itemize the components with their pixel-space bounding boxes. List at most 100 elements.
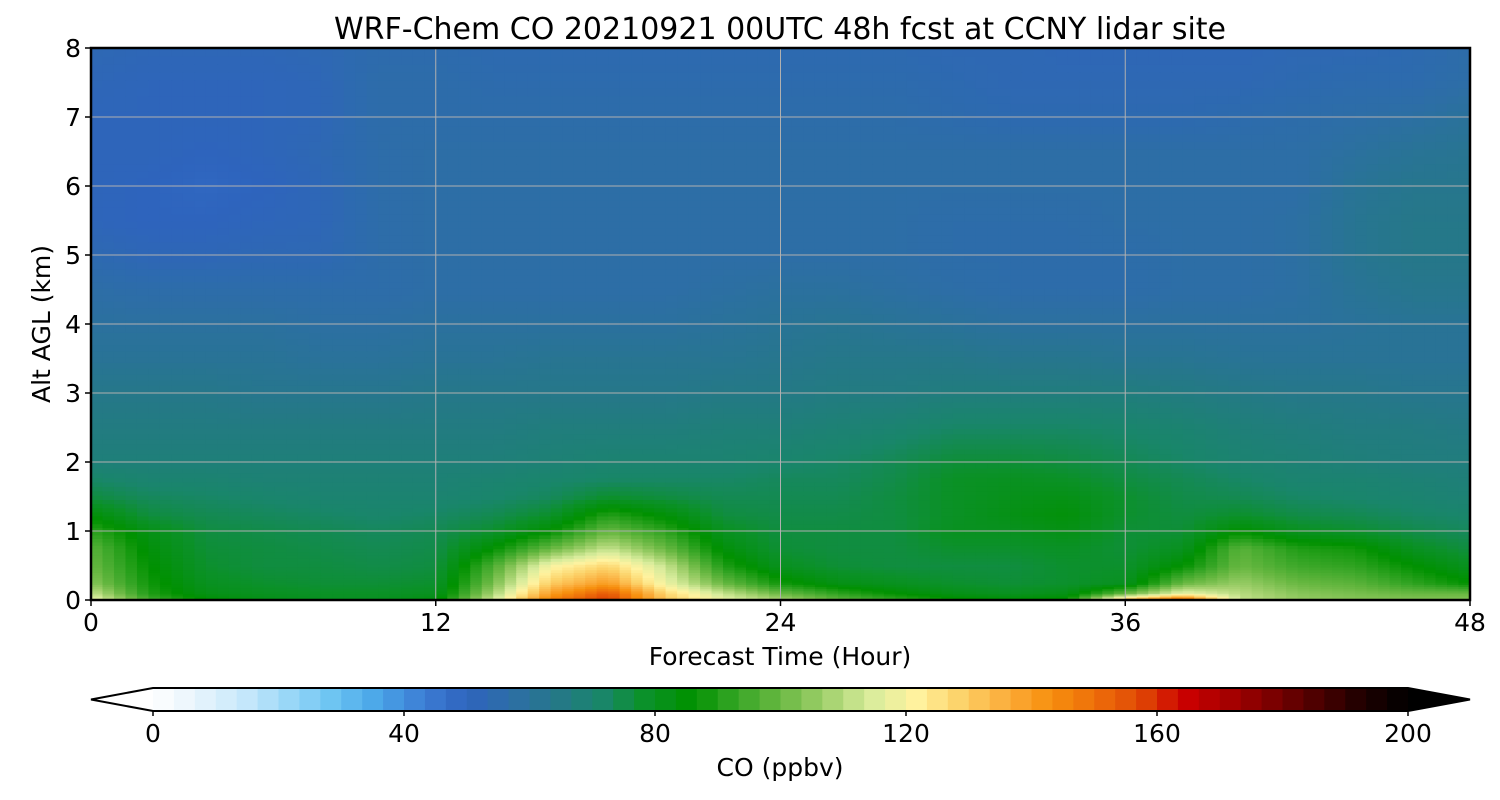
heatmap-cell	[1159, 538, 1173, 543]
heatmap-cell	[1171, 541, 1184, 546]
heatmap-cell	[688, 597, 701, 600]
heatmap-cell	[1320, 557, 1333, 562]
heatmap-cell	[1274, 557, 1287, 562]
heatmap-cell	[366, 545, 380, 550]
plot-area	[91, 48, 1470, 600]
heatmap-cell	[91, 588, 104, 591]
heatmap-cell	[1090, 594, 1104, 597]
heatmap-cell	[780, 538, 793, 543]
heatmap-cell	[1010, 557, 1023, 562]
heatmap-cell	[1435, 545, 1448, 550]
heatmap-cell	[1021, 534, 1035, 539]
heatmap-cell	[539, 548, 552, 553]
heatmap-cell	[849, 534, 862, 539]
heatmap-cell	[941, 574, 954, 579]
heatmap-cell	[527, 566, 540, 571]
heatmap-cell	[1067, 594, 1081, 597]
heatmap-cell	[412, 566, 426, 571]
heatmap-cell	[814, 586, 828, 589]
heatmap-cell	[677, 523, 690, 529]
heatmap-cell	[412, 588, 426, 591]
heatmap-cell	[803, 591, 816, 595]
heatmap-cell	[1378, 557, 1391, 562]
heatmap-cell	[389, 574, 403, 579]
heatmap-cell	[182, 551, 196, 556]
heatmap-cell	[1366, 566, 1379, 571]
heatmap-cell	[562, 527, 575, 532]
heatmap-cell	[251, 577, 265, 581]
heatmap-cell	[952, 530, 966, 536]
heatmap-cell	[677, 586, 690, 589]
heatmap-cell	[91, 574, 104, 579]
heatmap-cell	[837, 588, 851, 591]
heatmap-cell	[205, 588, 219, 591]
heatmap-cell	[1389, 527, 1402, 532]
heatmap-cell	[504, 557, 517, 562]
heatmap-cell	[424, 519, 437, 525]
heatmap-cell	[1090, 589, 1104, 593]
heatmap-cell	[1343, 548, 1356, 553]
heatmap-cell	[550, 534, 563, 539]
heatmap-cell	[550, 548, 563, 553]
heatmap-cell	[240, 563, 253, 568]
heatmap-cell	[504, 523, 517, 529]
heatmap-cell	[297, 593, 311, 596]
heatmap-cell	[619, 551, 632, 556]
heatmap-cell	[941, 566, 954, 571]
heatmap-cell	[1435, 551, 1448, 556]
heatmap-cell	[1274, 593, 1287, 596]
heatmap-cell	[711, 577, 724, 581]
heatmap-cell	[1366, 581, 1379, 585]
heatmap-cell	[895, 591, 908, 595]
heatmap-cell	[929, 545, 943, 550]
heatmap-cell	[435, 515, 449, 521]
heatmap-cell	[527, 597, 540, 600]
heatmap-cell	[631, 577, 644, 581]
heatmap-cell	[435, 577, 449, 581]
heatmap-cell	[929, 569, 943, 573]
heatmap-cell	[1355, 534, 1368, 539]
heatmap-cell	[401, 548, 414, 553]
heatmap-cell	[102, 594, 115, 597]
heatmap-cell	[665, 572, 678, 576]
heatmap-cell	[975, 519, 989, 525]
heatmap-cell	[987, 579, 1000, 583]
heatmap-cell	[1297, 527, 1310, 532]
heatmap-cell	[481, 563, 495, 568]
heatmap-cell	[849, 581, 862, 585]
heatmap-cell	[1412, 519, 1425, 525]
heatmap-cell	[1102, 577, 1115, 581]
heatmap-cell	[987, 519, 1000, 525]
heatmap-cell	[998, 523, 1012, 529]
heatmap-cell	[906, 527, 920, 532]
heatmap-cell	[1412, 597, 1425, 600]
heatmap-cell	[906, 530, 920, 536]
heatmap-cell	[309, 579, 322, 583]
heatmap-cell	[608, 551, 621, 556]
heatmap-cell	[1286, 574, 1299, 579]
heatmap-cell	[366, 554, 380, 559]
heatmap-cell	[447, 588, 460, 591]
heatmap-cell	[102, 560, 115, 565]
heatmap-cell	[585, 591, 598, 595]
heatmap-cell	[401, 591, 414, 595]
heatmap-cell	[366, 591, 380, 595]
heatmap-cell	[470, 527, 483, 532]
heatmap-cell	[148, 579, 161, 583]
heatmap-cell	[596, 594, 609, 597]
heatmap-cell	[837, 534, 851, 539]
heatmap-cell	[389, 545, 403, 550]
heatmap-cell	[332, 523, 345, 529]
heatmap-cell	[596, 589, 609, 593]
heatmap-cell	[493, 566, 506, 571]
heatmap-cell	[228, 551, 242, 556]
heatmap-cell	[481, 515, 495, 521]
heatmap-cell	[1389, 534, 1402, 539]
heatmap-cell	[665, 523, 678, 529]
heatmap-cell	[1090, 527, 1104, 532]
heatmap-cell	[1010, 597, 1023, 600]
heatmap-cell	[355, 541, 368, 546]
heatmap-cell	[677, 591, 690, 595]
heatmap-cell	[401, 551, 414, 556]
heatmap-cell	[435, 534, 449, 539]
